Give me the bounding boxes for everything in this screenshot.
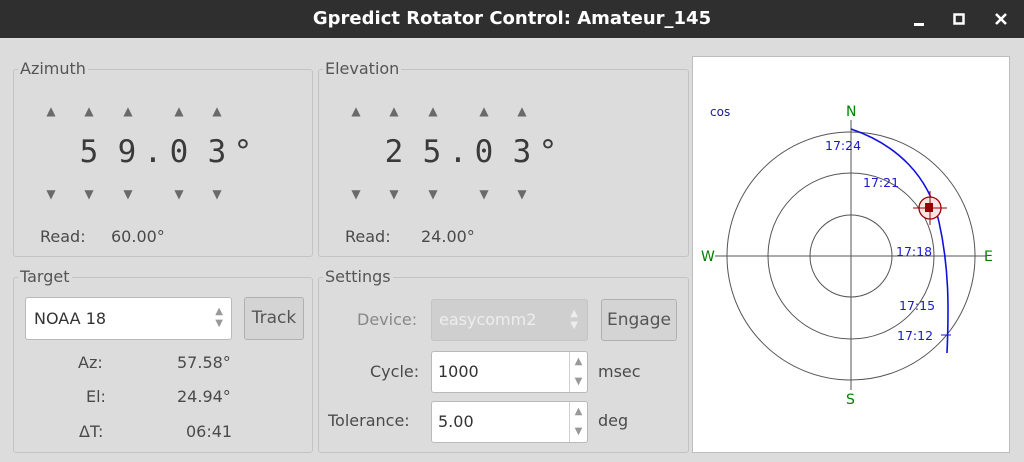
target-az-value: 57.58° xyxy=(177,353,231,372)
track-time-label: 17:15 xyxy=(899,298,935,313)
el-ones-down-arrow[interactable]: ▼ xyxy=(428,187,438,201)
el-hundredths-up-arrow[interactable]: ▲ xyxy=(517,104,527,118)
spin-up-icon[interactable]: ▲ xyxy=(574,406,583,417)
target-frame xyxy=(13,277,313,453)
west-label: W xyxy=(701,249,715,265)
maximize-icon[interactable] xyxy=(949,9,969,29)
az-degree-sign: ° xyxy=(233,134,253,170)
window-title: Gpredict Rotator Control: Amateur_145 xyxy=(312,8,712,29)
el-tens-up-arrow[interactable]: ▲ xyxy=(389,104,399,118)
az-tenths-up-arrow[interactable]: ▲ xyxy=(174,104,184,118)
azimuth-label: Azimuth xyxy=(18,59,88,78)
az-read-label: Read: xyxy=(40,227,86,246)
satellite-select[interactable]: NOAA 18 ▲ ▼ xyxy=(25,297,232,340)
target-az-label: Az: xyxy=(78,353,103,372)
satellite-select-value: NOAA 18 xyxy=(34,309,107,328)
cycle-spinbutton[interactable]: 1000 ▲ ▼ xyxy=(431,351,588,393)
tolerance-spin-arrows[interactable]: ▲ ▼ xyxy=(569,402,587,442)
track-button[interactable]: Track xyxy=(244,297,304,340)
north-label: N xyxy=(846,104,856,120)
rotator-position-marker xyxy=(925,203,933,212)
el-read-value: 24.00° xyxy=(421,227,475,246)
el-hundreds-down-arrow[interactable]: ▼ xyxy=(351,187,361,201)
el-hundreds-up-arrow[interactable]: ▲ xyxy=(351,104,361,118)
polar-plot-canvas: cos N S E W 17:24 17:21 17:18 17:15 17:1… xyxy=(701,104,993,408)
settings-frame xyxy=(318,277,689,453)
track-time-label: 17:18 xyxy=(896,244,932,259)
settings-label: Settings xyxy=(323,267,393,286)
device-select[interactable]: easycomm2 ▲ ▼ xyxy=(431,299,588,341)
el-digit: 2 xyxy=(384,134,404,170)
cycle-label: Cycle: xyxy=(370,362,420,381)
spin-down-icon[interactable]: ▼ xyxy=(574,376,583,387)
spin-up-icon[interactable]: ▲ xyxy=(574,356,583,367)
el-hundredths-down-arrow[interactable]: ▼ xyxy=(517,187,527,201)
az-tens-up-arrow[interactable]: ▲ xyxy=(84,104,94,118)
el-digit: 3 xyxy=(512,134,532,170)
tolerance-input[interactable]: 5.00 xyxy=(438,412,474,431)
az-ones-down-arrow[interactable]: ▼ xyxy=(123,187,133,201)
cycle-spin-arrows[interactable]: ▲ ▼ xyxy=(569,352,587,392)
device-select-value: easycomm2 xyxy=(439,310,537,329)
target-dt-value: 06:41 xyxy=(186,422,233,441)
target-el-label: El: xyxy=(86,387,106,406)
az-tens-down-arrow[interactable]: ▼ xyxy=(84,187,94,201)
az-digit: 0 xyxy=(169,134,189,170)
az-digit: 9 xyxy=(117,134,137,170)
az-hundredths-up-arrow[interactable]: ▲ xyxy=(212,104,222,118)
tolerance-spinbutton[interactable]: 5.00 ▲ ▼ xyxy=(431,401,588,443)
el-tenths-up-arrow[interactable]: ▲ xyxy=(479,104,489,118)
select-updown-icon: ▲ ▼ xyxy=(570,308,578,331)
az-read-value: 60.00° xyxy=(111,227,165,246)
azimuth-frame xyxy=(13,69,313,257)
az-hundreds-down-arrow[interactable]: ▼ xyxy=(46,187,56,201)
pass-track-line xyxy=(850,128,949,354)
az-tenths-down-arrow[interactable]: ▼ xyxy=(174,187,184,201)
track-time-label: 17:12 xyxy=(897,328,933,343)
target-el-value: 24.94° xyxy=(177,387,231,406)
az-digit: 5 xyxy=(79,134,99,170)
track-time-label: 17:21 xyxy=(863,175,899,190)
el-decimal-point: . xyxy=(448,134,468,170)
close-icon[interactable] xyxy=(991,9,1011,29)
az-ones-up-arrow[interactable]: ▲ xyxy=(123,104,133,118)
tolerance-unit: deg xyxy=(598,411,629,430)
polar-plot: cos N S E W 17:24 17:21 17:18 17:15 17:1… xyxy=(692,56,1010,453)
az-hundreds-up-arrow[interactable]: ▲ xyxy=(46,104,56,118)
el-digit: 0 xyxy=(474,134,494,170)
select-updown-icon: ▲ ▼ xyxy=(215,306,223,329)
target-dt-label: ΔT: xyxy=(79,422,104,441)
az-decimal-point: . xyxy=(143,134,163,170)
el-degree-sign: ° xyxy=(538,134,558,170)
title-bar: Gpredict Rotator Control: Amateur_145 xyxy=(0,0,1024,38)
cycle-unit: msec xyxy=(598,362,641,381)
target-label: Target xyxy=(18,267,72,286)
el-read-label: Read: xyxy=(345,227,391,246)
tolerance-label: Tolerance: xyxy=(328,411,410,430)
spin-down-icon[interactable]: ▼ xyxy=(574,426,583,437)
el-ones-up-arrow[interactable]: ▲ xyxy=(428,104,438,118)
el-digit: 5 xyxy=(422,134,442,170)
south-label: S xyxy=(846,392,855,408)
elevation-frame xyxy=(318,69,689,257)
el-tenths-down-arrow[interactable]: ▼ xyxy=(479,187,489,201)
cycle-input[interactable]: 1000 xyxy=(438,362,479,381)
engage-button[interactable]: Engage xyxy=(601,299,677,341)
az-digit: 3 xyxy=(207,134,227,170)
polar-mode-label: cos xyxy=(710,105,730,119)
el-tens-down-arrow[interactable]: ▼ xyxy=(389,187,399,201)
elevation-label: Elevation xyxy=(323,59,402,78)
az-hundredths-down-arrow[interactable]: ▼ xyxy=(212,187,222,201)
track-time-label: 17:24 xyxy=(825,138,861,153)
device-label: Device: xyxy=(357,310,418,329)
east-label: E xyxy=(984,249,993,265)
minimize-icon[interactable] xyxy=(909,9,929,29)
